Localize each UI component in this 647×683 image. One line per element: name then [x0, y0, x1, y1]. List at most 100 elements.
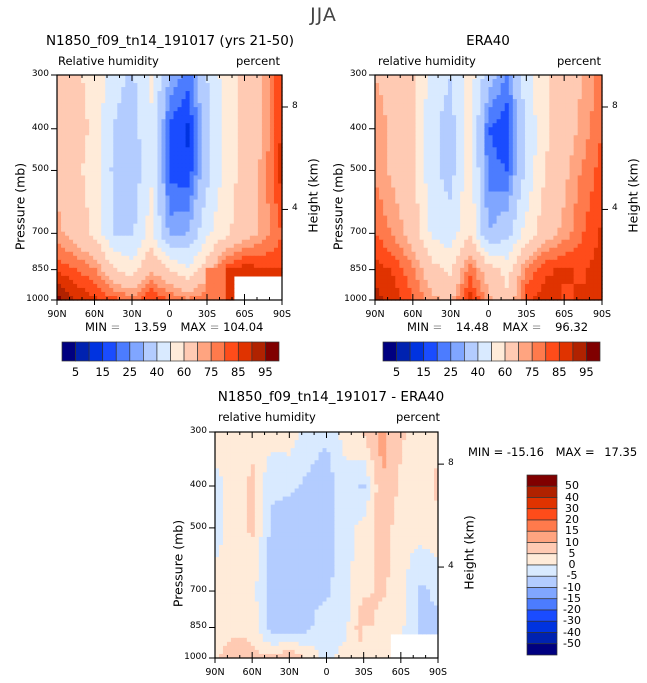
contour-cell — [101, 224, 106, 229]
contour-cell — [93, 292, 98, 297]
contour-cell — [411, 111, 416, 116]
contour-cell — [258, 91, 263, 96]
contour-cell — [416, 123, 421, 128]
contour-cell — [262, 240, 267, 245]
contour-cell — [501, 99, 506, 104]
contour-cell — [89, 175, 94, 180]
contour-cell — [206, 107, 211, 112]
contour-cell — [529, 155, 534, 160]
contour-cell — [174, 179, 179, 184]
contour-cell — [137, 236, 142, 241]
contour-cell — [509, 83, 514, 88]
contour-cell — [129, 135, 134, 140]
contour-cell — [274, 79, 279, 84]
contour-cell — [129, 240, 134, 245]
contour-cell — [517, 192, 522, 197]
contour-cell — [505, 103, 510, 108]
contour-cell — [246, 91, 251, 96]
contour-cell — [440, 115, 445, 120]
contour-cell — [157, 212, 162, 217]
contour-cell — [586, 200, 591, 205]
contour-cell — [424, 163, 429, 168]
contour-cell — [161, 79, 166, 84]
contour-cell — [379, 204, 384, 209]
contour-cell — [480, 200, 485, 205]
contour-cell — [81, 240, 86, 245]
contour-cell — [262, 131, 267, 136]
contour-cell — [399, 87, 404, 92]
contour-cell — [436, 143, 441, 148]
contour-cell — [594, 115, 599, 120]
contour-cell — [586, 95, 591, 100]
contour-cell — [61, 139, 66, 144]
contour-cell — [444, 155, 449, 160]
contour-cell — [246, 192, 251, 197]
contour-cell — [194, 151, 199, 156]
contour-cell — [444, 196, 449, 201]
contour-cell — [174, 103, 179, 108]
contour-cell — [117, 280, 122, 285]
contour-cell — [101, 79, 106, 84]
contour-cell — [258, 159, 263, 164]
contour-cell — [61, 260, 66, 265]
x-tick-label: 90N — [42, 309, 72, 320]
contour-cell — [125, 248, 130, 253]
contour-cell — [69, 260, 74, 265]
contour-cell — [89, 196, 94, 201]
contour-cell — [198, 167, 203, 172]
contour-cell — [391, 135, 396, 140]
contour-cell — [61, 220, 66, 225]
contour-cell — [206, 111, 211, 116]
contour-cell — [125, 288, 130, 293]
contour-cell — [174, 228, 179, 233]
contour-cell — [428, 79, 433, 84]
contour-cell — [89, 91, 94, 96]
contour-cell — [375, 188, 380, 193]
contour-cell — [493, 171, 498, 176]
contour-cell — [206, 260, 211, 265]
contour-cell — [270, 155, 275, 160]
contour-cell — [254, 183, 259, 188]
contour-cell — [121, 284, 126, 289]
contour-cell — [145, 244, 150, 249]
contour-cell — [270, 167, 275, 172]
contour-cell — [214, 91, 219, 96]
contour-cell — [505, 79, 510, 84]
contour-cell — [65, 284, 70, 289]
contour-cell — [109, 79, 114, 84]
contour-cell — [141, 212, 146, 217]
contour-cell — [424, 99, 429, 104]
contour-cell — [186, 131, 191, 136]
contour-cell — [117, 236, 122, 241]
contour-cell — [145, 87, 150, 92]
contour-cell — [109, 208, 114, 213]
contour-cell — [105, 79, 110, 84]
contour-cell — [161, 220, 166, 225]
contour-cell — [428, 171, 433, 176]
contour-cell — [537, 147, 542, 152]
contour-cell — [529, 83, 534, 88]
contour-cell — [234, 135, 239, 140]
contour-cell — [399, 135, 404, 140]
contour-cell — [109, 212, 114, 217]
contour-cell — [383, 151, 388, 156]
contour-cell — [137, 284, 142, 289]
contour-cell — [497, 79, 502, 84]
contour-cell — [440, 91, 445, 96]
contour-cell — [549, 127, 554, 132]
contour-cell — [250, 163, 255, 168]
contour-cell — [545, 123, 550, 128]
contour-cell — [113, 167, 118, 172]
contour-cell — [65, 244, 70, 249]
contour-cell — [117, 91, 122, 96]
contour-cell — [250, 103, 255, 108]
contour-cell — [85, 103, 90, 108]
contour-cell — [590, 79, 595, 84]
contour-cell — [545, 91, 550, 96]
contour-cell — [428, 103, 433, 108]
contour-cell — [238, 95, 243, 100]
contour-cell — [574, 171, 579, 176]
contour-cell — [590, 75, 595, 80]
contour-cell — [222, 83, 227, 88]
contour-cell — [133, 248, 138, 253]
